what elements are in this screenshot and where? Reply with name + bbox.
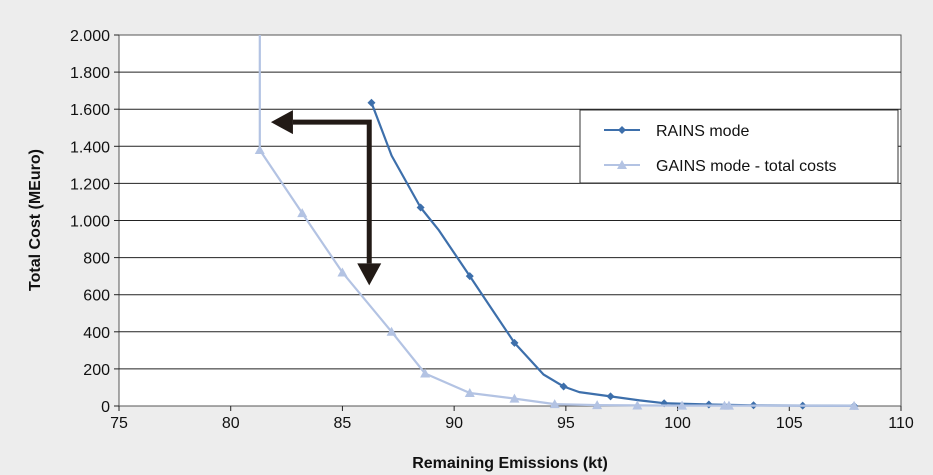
series-marker-0 xyxy=(559,382,568,391)
legend-label-rains: RAINS mode xyxy=(656,123,749,140)
series-marker-1 xyxy=(632,400,643,410)
series-marker-1 xyxy=(592,400,603,410)
series-layer xyxy=(254,35,860,410)
y-tick-label: 600 xyxy=(83,288,110,305)
y-tick-label: 1.800 xyxy=(70,65,110,82)
y-axis-title: Total Cost (MEuro) xyxy=(27,149,44,291)
x-axis-ticks: 75 80 85 90 95 100 105 110 xyxy=(110,406,914,432)
series-marker-0 xyxy=(465,272,474,281)
series-marker-1 xyxy=(464,388,475,398)
y-tick-label: 800 xyxy=(83,251,110,268)
y-axis-ticks: 0 200 400 600 800 1.000 1.200 1.400 1.600 1.800 2.… xyxy=(70,28,119,416)
legend: RAINS mode GAINS mode - total costs xyxy=(579,109,899,184)
y-tick-label: 1.200 xyxy=(70,176,110,193)
series-marker-1 xyxy=(723,400,734,410)
annotation-arrow xyxy=(270,110,382,286)
series-marker-1 xyxy=(386,326,397,336)
series-marker-1 xyxy=(677,400,688,410)
series-marker-0 xyxy=(606,392,615,401)
series-marker-1 xyxy=(337,267,348,277)
series-marker-1 xyxy=(509,393,520,403)
x-tick-label: 90 xyxy=(445,415,463,432)
series-marker-1 xyxy=(297,208,308,218)
y-tick-label: 1.600 xyxy=(70,102,110,119)
x-tick-label: 100 xyxy=(664,415,691,432)
legend-marker-rains xyxy=(618,126,626,134)
x-tick-label: 110 xyxy=(888,415,914,432)
x-tick-label: 80 xyxy=(222,415,240,432)
series-marker-0 xyxy=(416,203,425,212)
series-marker-1 xyxy=(849,400,860,410)
y-tick-label: 2.000 xyxy=(70,28,110,45)
series-marker-1 xyxy=(420,368,431,378)
series-marker-0 xyxy=(510,338,519,347)
series-marker-0 xyxy=(367,98,376,107)
arrow-head-down xyxy=(357,263,382,286)
arrow-shaft xyxy=(292,119,372,264)
x-tick-label: 95 xyxy=(557,415,575,432)
y-tick-label: 1.000 xyxy=(70,214,110,231)
series-marker-1 xyxy=(549,399,560,409)
legend-label-gains: GAINS mode - total costs xyxy=(656,158,837,175)
x-tick-label: 85 xyxy=(334,415,352,432)
series-marker-1 xyxy=(254,145,265,155)
y-tick-label: 0 xyxy=(101,399,110,416)
x-axis-title: Remaining Emissions (kt) xyxy=(412,455,608,472)
arrow-head-left xyxy=(270,110,293,135)
x-tick-label: 75 xyxy=(110,415,128,432)
legend-marker-gains xyxy=(617,160,627,169)
y-tick-label: 1.400 xyxy=(70,139,110,156)
y-tick-label: 200 xyxy=(83,362,110,379)
y-tick-label: 400 xyxy=(83,325,110,342)
x-tick-label: 105 xyxy=(776,415,803,432)
legend-box xyxy=(579,109,899,184)
